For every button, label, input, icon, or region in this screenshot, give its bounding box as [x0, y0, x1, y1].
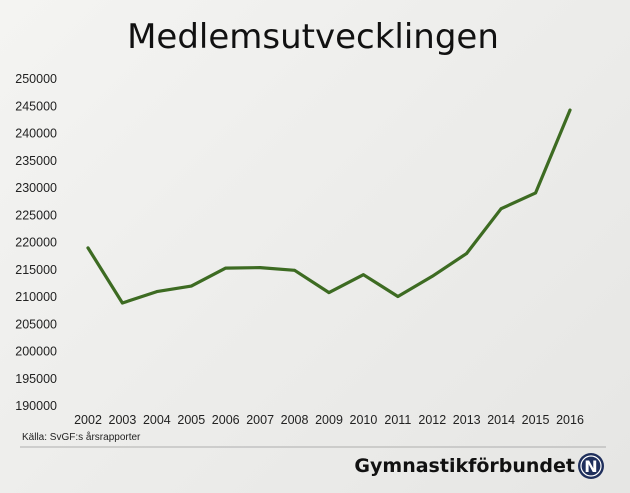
x-tick-label: 2003 — [109, 413, 137, 427]
y-tick-label: 205000 — [15, 317, 57, 331]
y-tick-label: 245000 — [15, 99, 57, 113]
x-tick-label: 2011 — [384, 413, 411, 427]
brand-logo-icon: N — [578, 453, 604, 479]
y-tick-label: 215000 — [15, 263, 57, 277]
data-point — [189, 284, 193, 288]
data-point — [396, 295, 400, 298]
x-tick-label: 2013 — [453, 413, 481, 427]
chart-title: Medlemsutvecklingen — [127, 17, 499, 57]
data-point — [568, 108, 572, 112]
x-axis-ticks: 2002 2003 2004 2005 2006 2007 2008 2009 2010 2011… — [74, 413, 584, 427]
x-tick-label: 2002 — [74, 413, 102, 427]
data-point — [430, 274, 434, 278]
brand-logo-letter: N — [584, 457, 597, 476]
x-tick-label: 2004 — [143, 413, 171, 427]
source-note: Källa: SvGF:s årsrapporter — [22, 431, 141, 443]
data-point — [327, 291, 331, 295]
y-tick-label: 235000 — [15, 154, 57, 168]
y-tick-label: 195000 — [15, 372, 57, 386]
data-point — [224, 266, 228, 270]
data-point — [499, 207, 503, 211]
series-layer — [86, 108, 572, 305]
x-tick-label: 2012 — [418, 413, 446, 427]
y-tick-label: 210000 — [15, 290, 57, 304]
y-tick-label: 250000 — [15, 72, 57, 86]
brand-name: Gymnastikförbundet — [354, 455, 575, 477]
x-tick-label: 2015 — [522, 413, 550, 427]
x-tick-label: 2014 — [487, 413, 515, 427]
y-tick-label: 220000 — [15, 236, 57, 250]
data-point — [293, 268, 296, 272]
y-tick-label: 225000 — [15, 208, 57, 222]
data-point — [258, 266, 262, 269]
data-point — [121, 301, 124, 305]
data-point — [155, 290, 159, 293]
data-point — [86, 246, 90, 250]
data-point — [534, 191, 537, 195]
x-tick-label: 2016 — [556, 413, 584, 427]
x-tick-label: 2006 — [212, 413, 240, 427]
x-tick-label: 2009 — [315, 413, 343, 427]
y-tick-label: 190000 — [15, 399, 57, 413]
x-tick-label: 2005 — [177, 413, 205, 427]
x-tick-label: 2008 — [281, 413, 309, 427]
y-axis-ticks: 190000 195000 200000 205000 210000 215000 2200… — [15, 72, 57, 413]
y-tick-label: 200000 — [15, 345, 57, 359]
data-point — [362, 273, 365, 277]
x-tick-label: 2010 — [350, 413, 378, 427]
y-tick-label: 230000 — [15, 181, 57, 195]
x-tick-label: 2007 — [246, 413, 274, 427]
y-tick-label: 240000 — [15, 127, 57, 141]
series-line — [86, 108, 572, 305]
data-point — [465, 252, 469, 255]
